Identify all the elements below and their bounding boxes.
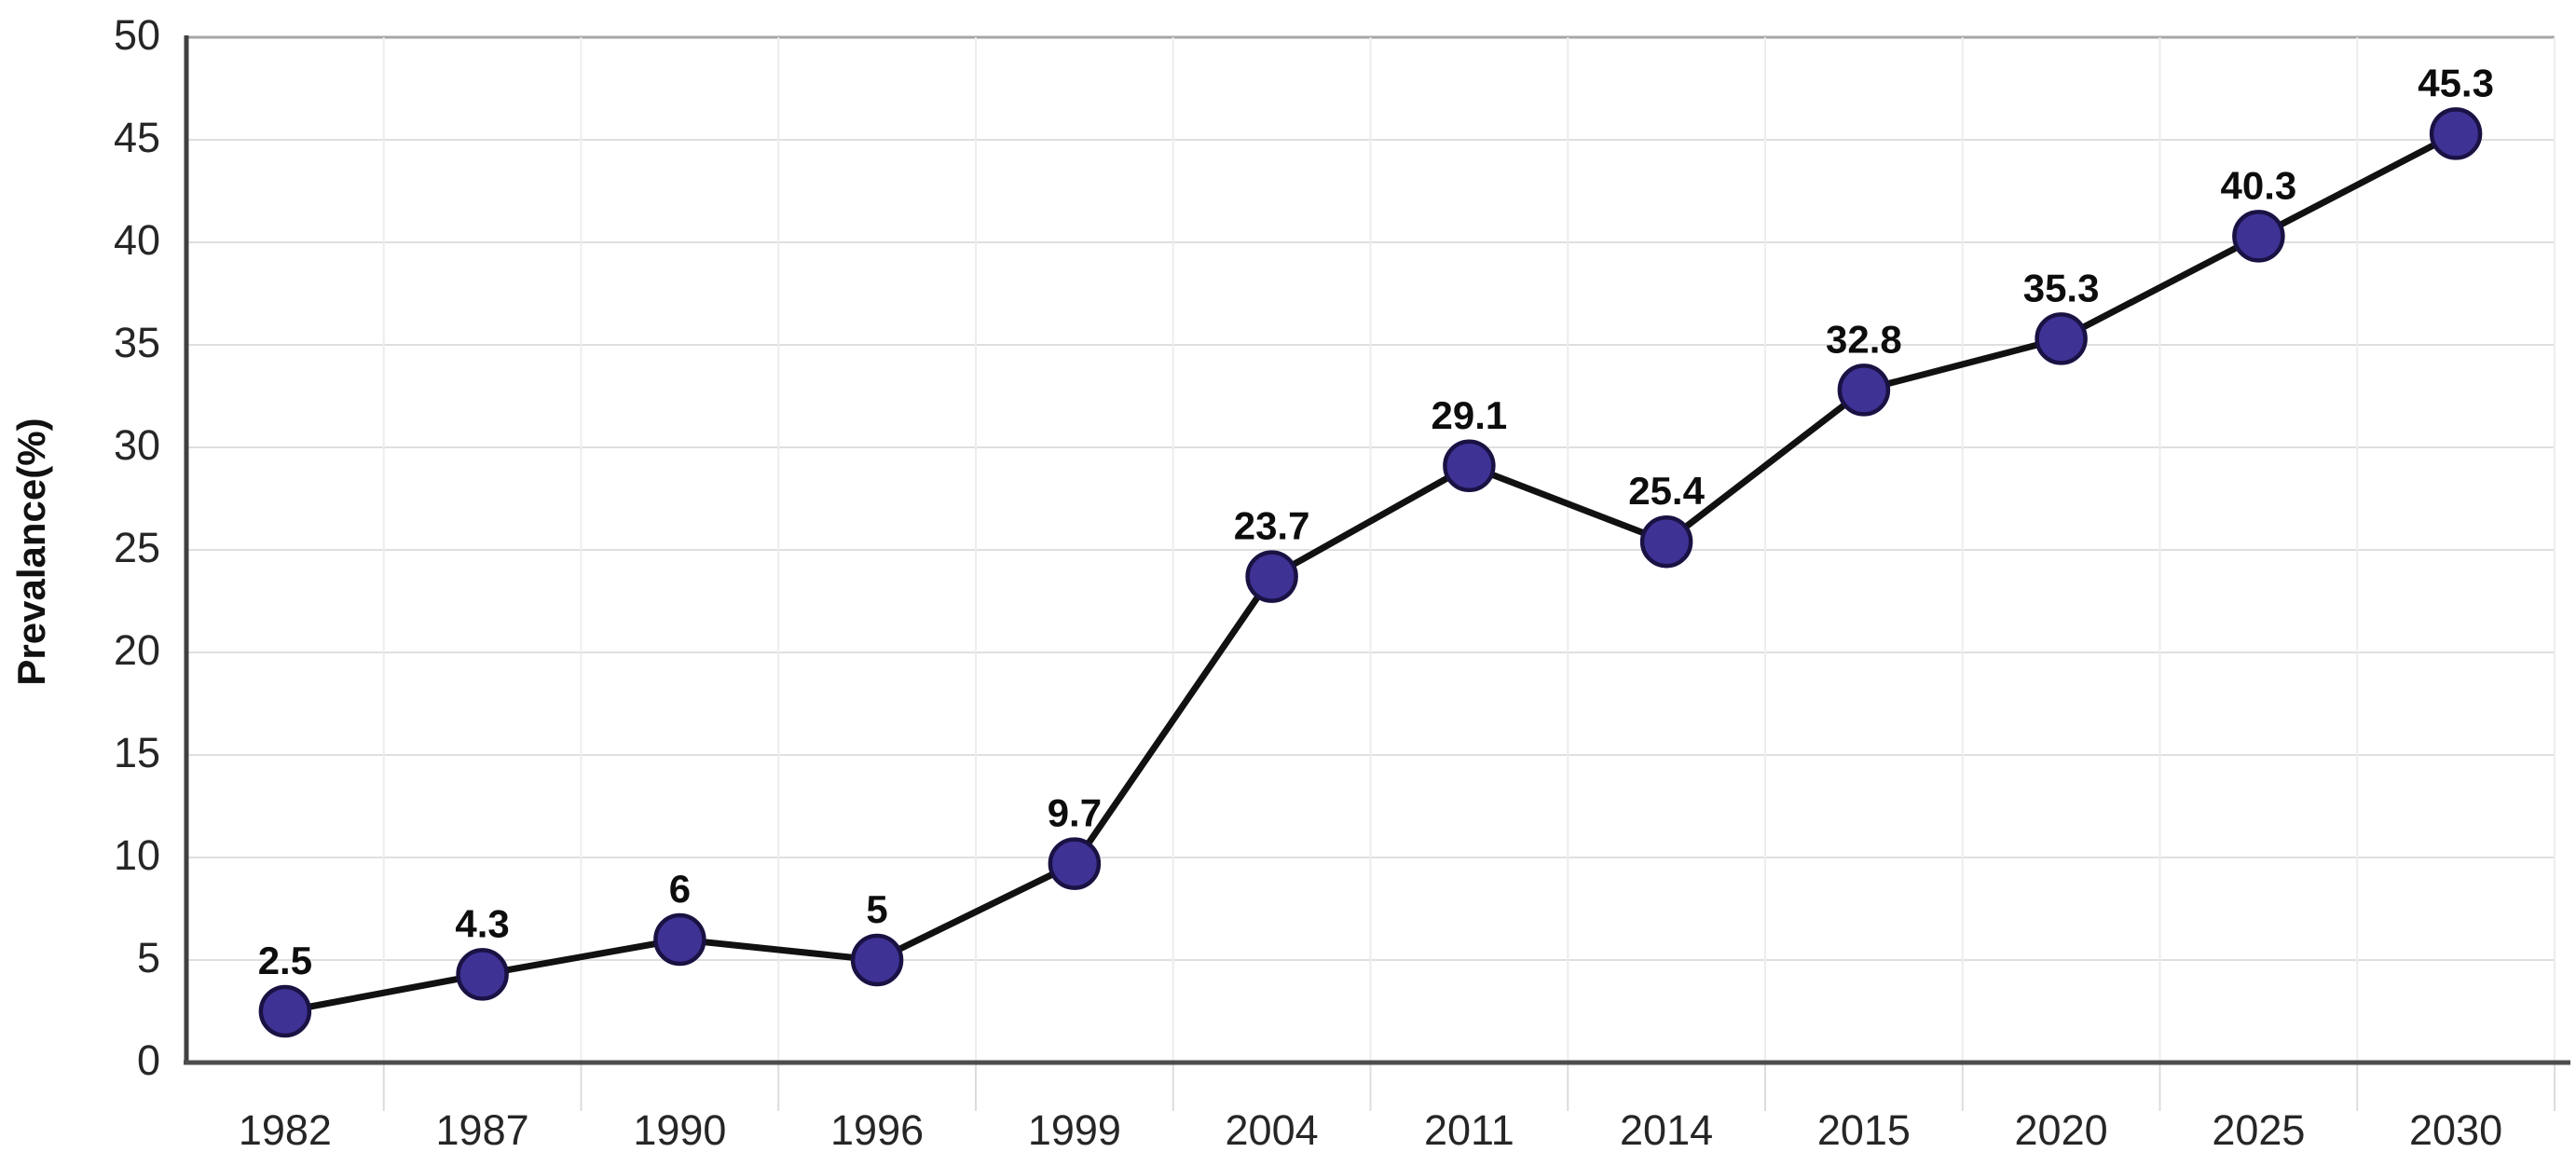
data-point-1990 (653, 912, 706, 967)
x-axis-label-2020: 2020 (2015, 1106, 2108, 1154)
data-label-2030: 45.3 (2418, 61, 2494, 104)
y-axis-tick-label-50: 50 (114, 11, 160, 59)
x-axis-label-1987: 1987 (436, 1106, 529, 1154)
data-point-1987 (456, 948, 509, 1001)
x-axis-label-2025: 2025 (2212, 1106, 2305, 1154)
y-axis-tick-label-40: 40 (114, 216, 160, 264)
data-label-1996: 5 (866, 887, 887, 931)
labels-layer: 2.5 4.3 6 5 9.7 23.7 29.1 25.4 32.8 35.3 40.3 45.3 1… (114, 11, 2502, 1154)
y-axis-tick-label-30: 30 (114, 421, 160, 469)
vertical-gridlines (382, 37, 2555, 1111)
data-label-2020: 35.3 (2023, 266, 2100, 309)
data-label-2014: 25.4 (1628, 469, 1705, 513)
data-point-2015 (1837, 364, 1891, 417)
y-axis-tick-label-45: 45 (114, 114, 160, 161)
data-point-1999 (1048, 837, 1102, 890)
x-axis-label-1996: 1996 (830, 1106, 924, 1154)
data-label-1982: 2.5 (258, 939, 312, 982)
x-axis-label-1999: 1999 (1028, 1106, 1121, 1154)
data-label-1999: 9.7 (1048, 791, 1102, 835)
x-axis-label-2030: 2030 (2409, 1106, 2502, 1154)
x-axis-label-2004: 2004 (1226, 1106, 1319, 1154)
x-axis-label-1990: 1990 (633, 1106, 726, 1154)
data-point-2011 (1443, 439, 1496, 493)
data-point-1996 (850, 933, 904, 987)
data-label-1987: 4.3 (455, 901, 509, 945)
data-label-2025: 40.3 (2221, 163, 2297, 207)
y-axis-tick-label-25: 25 (114, 524, 160, 571)
data-point-2020 (2035, 312, 2088, 365)
y-axis-tick-label-0: 0 (137, 1036, 160, 1084)
y-axis-tick-label-15: 15 (114, 729, 160, 776)
data-point-2025 (2232, 210, 2285, 263)
x-axis-label-2015: 2015 (1817, 1106, 1911, 1154)
series-line (281, 130, 2460, 1015)
y-axis-tick-label-35: 35 (114, 319, 160, 366)
x-axis-label-2014: 2014 (1620, 1106, 1713, 1154)
data-label-2015: 32.8 (1826, 317, 1902, 361)
data-label-2011: 29.1 (1432, 393, 1508, 437)
x-axis-label-2011: 2011 (1424, 1106, 1514, 1154)
data-label-2004: 23.7 (1234, 504, 1310, 548)
data-point-2030 (2429, 107, 2483, 160)
data-point-2014 (1639, 514, 1693, 569)
axes (184, 35, 2570, 1065)
x-axis-label-1982: 1982 (239, 1106, 332, 1154)
y-axis-tick-label-10: 10 (114, 831, 160, 879)
y-axis-title: Prevalance(%) (9, 418, 53, 685)
y-axis-tick-label-20: 20 (114, 626, 160, 674)
series-layer (258, 107, 2483, 1038)
data-label-1990: 6 (669, 867, 691, 911)
data-point-2004 (1245, 550, 1298, 603)
y-axis-tick-label-5: 5 (137, 934, 160, 981)
data-point-1982 (258, 984, 312, 1038)
